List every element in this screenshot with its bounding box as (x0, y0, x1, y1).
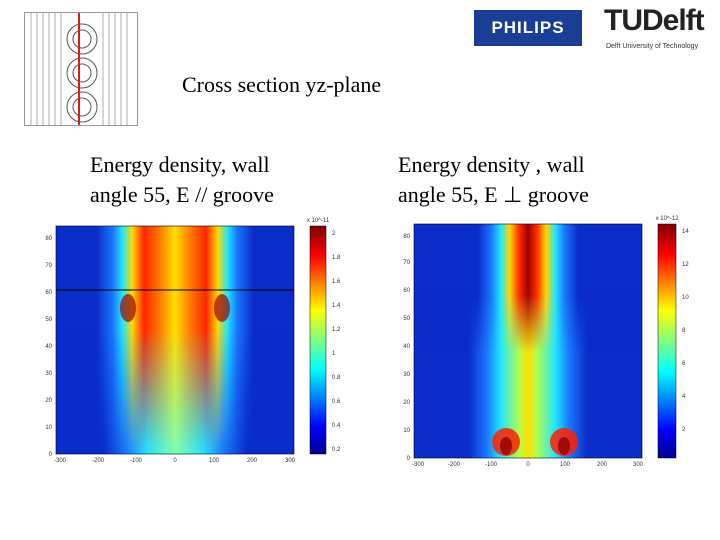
x-tick: 200 (247, 458, 258, 464)
colorbar-tick: 14 (682, 229, 689, 235)
colorbar-tick: 2 (332, 231, 336, 237)
y-tick: 60 (45, 290, 52, 296)
y-tick: 40 (403, 344, 410, 350)
colorbar-tick: 1.6 (332, 279, 341, 285)
right-colorbar: x 10^-12 14 12 10 8 6 4 2 (656, 216, 689, 459)
tudelft-logo: TUDelft Delft University of Technology (604, 4, 714, 52)
y-tick: 0 (49, 452, 53, 458)
tudelft-logo-text: TUDelft (604, 4, 705, 37)
left-caption-line2: angle 55, E // groove (90, 182, 274, 207)
left-energy-plot: 0 10 20 30 40 50 60 70 80 -300 -200 -100… (45, 218, 341, 464)
philips-logo: PHILIPS (474, 10, 582, 46)
x-tick: 300 (633, 462, 644, 468)
y-tick: 70 (45, 263, 52, 269)
colorbar-tick: 0.8 (332, 375, 341, 381)
x-tick: -300 (412, 462, 425, 468)
right-caption-line1: Energy density , wall (398, 152, 585, 177)
left-y-ticks: 0 10 20 30 40 50 60 70 80 (45, 236, 52, 458)
colorbar-tick: 0.4 (332, 423, 341, 429)
y-tick: 80 (403, 234, 410, 240)
colorbar-tick: 1.2 (332, 327, 341, 333)
x-tick: -200 (448, 462, 461, 468)
x-tick: 100 (209, 458, 220, 464)
left-plot-caption: Energy density, wall angle 55, E // groo… (90, 150, 274, 210)
colorbar-tick: 2 (682, 427, 686, 433)
colorbar-tick: 0.6 (332, 399, 341, 405)
right-plot-caption: Energy density , wall angle 55, E ⊥ groo… (398, 150, 589, 210)
x-tick: 300 (285, 458, 296, 464)
left-colorbar: x 10^-11 2 1.8 1.6 1.4 1.2 1 0.8 0.6 0.4… (307, 218, 341, 455)
y-tick: 60 (403, 288, 410, 294)
groove-structure-drawing (30, 13, 128, 125)
colorbar-tick: 12 (682, 262, 689, 268)
x-tick: -300 (54, 458, 67, 464)
y-tick: 20 (45, 398, 52, 404)
tudelft-subtitle: Delft University of Technology (606, 43, 699, 50)
right-energy-plot: 0 10 20 30 40 50 60 70 80 -300 -200 -100… (403, 216, 689, 468)
x-tick: 0 (526, 462, 530, 468)
colorbar-tick: 10 (682, 295, 689, 301)
colorbar-tick: 1.4 (332, 303, 341, 309)
colorbar-tick: 1 (332, 351, 336, 357)
y-tick: 30 (403, 372, 410, 378)
philips-logo-text: PHILIPS (491, 18, 565, 37)
left-caption-line1: Energy density, wall (90, 152, 270, 177)
colorbar-exponent: x 10^-11 (307, 218, 330, 224)
right-x-ticks: -300 -200 -100 0 100 200 300 (412, 462, 644, 468)
x-tick: -100 (130, 458, 143, 464)
y-tick: 50 (45, 317, 52, 323)
right-y-ticks: 0 10 20 30 40 50 60 70 80 (403, 234, 410, 462)
y-tick: 70 (403, 260, 410, 266)
x-tick: 0 (173, 458, 177, 464)
x-tick: 100 (560, 462, 571, 468)
left-x-ticks: -300 -200 -100 0 100 200 300 (54, 458, 296, 464)
y-tick: 0 (407, 456, 411, 462)
colorbar-exponent: x 10^-12 (656, 216, 679, 222)
y-tick: 20 (403, 400, 410, 406)
x-tick: -200 (92, 458, 105, 464)
colorbar-tick: 1.8 (332, 255, 341, 261)
colorbar-tick: 4 (682, 394, 686, 400)
x-tick: 200 (597, 462, 608, 468)
y-tick: 30 (45, 371, 52, 377)
y-tick: 10 (403, 428, 410, 434)
y-tick: 80 (45, 236, 52, 242)
section-title: Cross section yz-plane (182, 72, 382, 97)
structure-diagram (24, 12, 138, 126)
colorbar-tick: 8 (682, 328, 686, 334)
y-tick: 10 (45, 425, 52, 431)
colorbar-tick: 6 (682, 361, 686, 367)
y-tick: 40 (45, 344, 52, 350)
y-tick: 50 (403, 316, 410, 322)
right-caption-line2: angle 55, E ⊥ groove (398, 182, 589, 207)
colorbar-tick: 0.2 (332, 447, 341, 453)
x-tick: -100 (485, 462, 498, 468)
